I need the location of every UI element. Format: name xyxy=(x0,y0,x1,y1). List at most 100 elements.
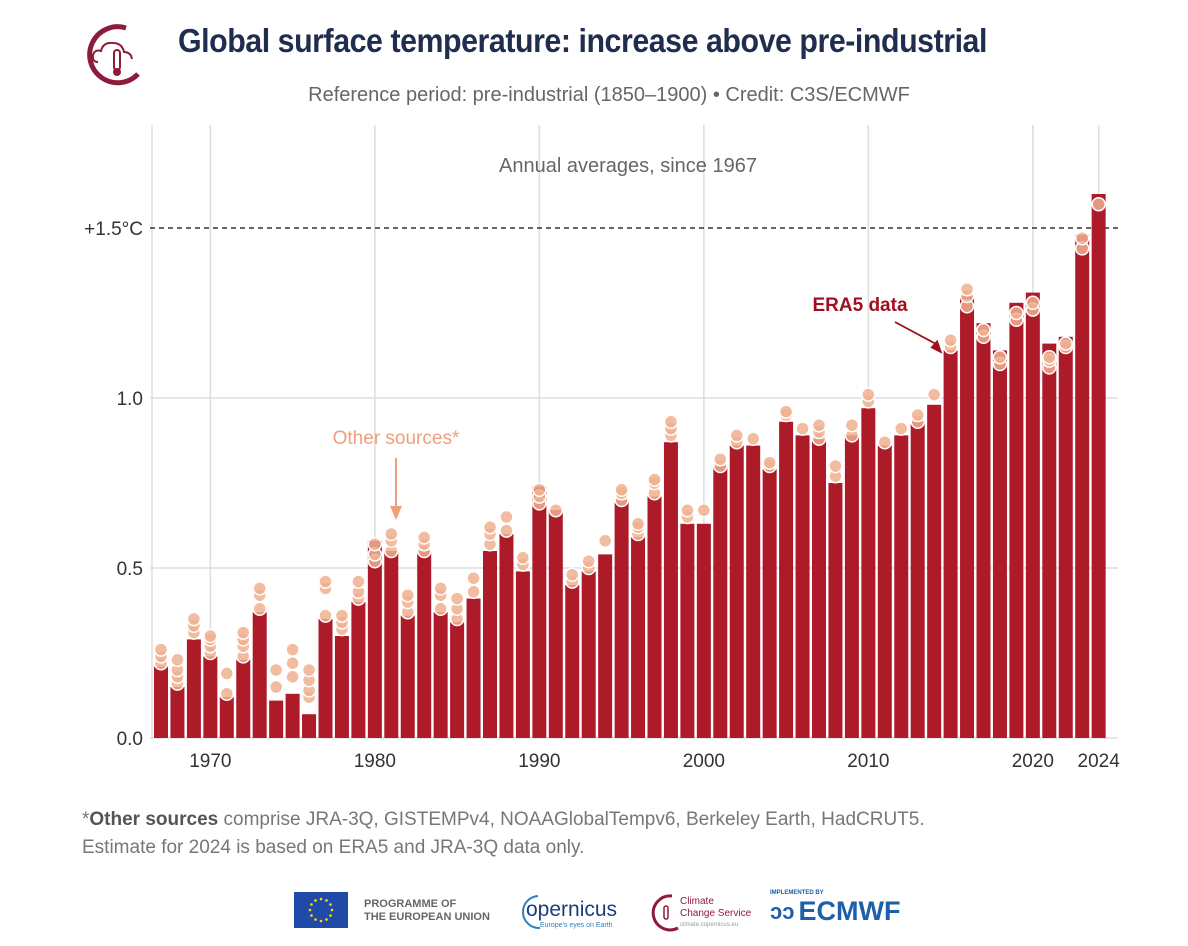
era5-bar-2006 xyxy=(795,435,810,738)
ecmwf-waves-icon: ↄↄ xyxy=(770,898,795,924)
other-sources-arrowhead-icon xyxy=(390,506,402,520)
eu-star-icon xyxy=(329,903,332,906)
other-source-dot-1973 xyxy=(252,581,267,596)
eu-star-icon xyxy=(314,899,317,902)
other-source-dot-1978 xyxy=(334,608,350,623)
other-source-dot-2000 xyxy=(696,502,712,518)
other-source-dot-1979 xyxy=(351,574,366,589)
copernicus-tagline: Europe's eyes on Earth xyxy=(540,922,613,929)
other-source-dot-1998 xyxy=(663,414,679,430)
era5-bar-1995 xyxy=(614,500,629,738)
other-source-dot-1967 xyxy=(153,642,169,657)
y-tick-label: 1.0 xyxy=(117,389,143,410)
era5-bar-1985 xyxy=(450,622,465,738)
era5-bar-1992 xyxy=(565,585,580,738)
era5-bar-1994 xyxy=(598,554,613,738)
era5-bar-1974 xyxy=(269,700,284,738)
era5-bar-2015 xyxy=(943,350,958,738)
c3s-url: climate.copernicus.eu xyxy=(680,922,739,928)
footnote: *Other sources comprise JRA-3Q, GISTEMPv… xyxy=(82,806,925,862)
other-source-dot-1984 xyxy=(433,581,448,596)
eu-flag-icon xyxy=(294,892,348,928)
other-source-dot-2003 xyxy=(745,431,761,447)
other-source-dot-2004 xyxy=(762,455,777,470)
other-source-dot-2023 xyxy=(1074,230,1090,246)
era5-bar-1993 xyxy=(581,571,596,738)
era5-bar-1991 xyxy=(548,510,563,738)
era5-bar-1972 xyxy=(236,659,251,738)
other-source-dot-1994 xyxy=(597,533,613,549)
other-source-dot-2013 xyxy=(910,407,925,423)
other-source-dot-1968 xyxy=(170,652,185,668)
era5-bar-1976 xyxy=(302,714,317,738)
other-source-dot-1999 xyxy=(680,502,695,518)
era5-bar-2011 xyxy=(877,445,892,738)
era5-bar-1989 xyxy=(515,571,530,738)
x-tick-label: 1970 xyxy=(189,751,231,772)
other-source-dot-1977 xyxy=(318,608,333,623)
eu-star-icon xyxy=(319,897,323,901)
page-subtitle: Reference period: pre-industrial (1850–1… xyxy=(308,84,910,106)
era5-bar-2004 xyxy=(762,469,777,738)
c3s-line2: Change Service xyxy=(680,908,752,919)
other-source-dot-2007 xyxy=(811,417,827,433)
era5-bar-2020 xyxy=(1025,292,1040,738)
ecmwf-wordmark: ECMWF xyxy=(798,896,901,926)
era5-bar-2001 xyxy=(713,466,728,738)
c3s-footer-logo: Climate Change Service climate.copernicus… xyxy=(648,892,758,934)
eu-star-icon xyxy=(308,908,312,912)
era5-bar-2022 xyxy=(1058,336,1073,738)
other-source-dot-2024 xyxy=(1091,196,1106,212)
other-source-dot-2006 xyxy=(795,421,810,436)
era5-bar-1984 xyxy=(433,612,448,738)
era5-bar-2012 xyxy=(894,435,909,738)
era5-bar-1990 xyxy=(532,486,547,738)
eu-star-icon xyxy=(310,903,313,906)
era5-bar-2010 xyxy=(861,408,876,738)
ecmwf-logo: IMPLEMENTED BY ↄↄ ECMWF xyxy=(770,890,900,927)
era5-bar-2023 xyxy=(1075,234,1090,739)
temperature-bar-chart: Annual averages, since 1967 0.0 0.5 1.0 +1.… xyxy=(84,125,1120,772)
other-source-dot-2009 xyxy=(844,417,860,433)
other-source-dot-1991 xyxy=(548,502,564,518)
other-source-dot-1992 xyxy=(565,567,580,583)
other-source-dot-1990 xyxy=(532,482,547,498)
other-source-dot-2021 xyxy=(1042,349,1057,365)
eu-star-icon xyxy=(314,918,317,921)
era5-bar-2007 xyxy=(812,438,826,738)
era5-bar-1999 xyxy=(680,523,695,738)
other-source-dot-1969 xyxy=(186,611,202,627)
era5-bar-2019 xyxy=(1009,302,1024,738)
other-source-dot-1972 xyxy=(236,625,251,640)
era5-bar-1978 xyxy=(334,636,349,738)
other-source-dot-1975 xyxy=(285,642,300,657)
implemented-by: IMPLEMENTED BY xyxy=(770,890,824,896)
era5-bar-1968 xyxy=(170,687,185,738)
era5-bar-2013 xyxy=(910,421,925,738)
era5-bar-1980 xyxy=(367,540,382,738)
era5-bar-1975 xyxy=(285,693,300,738)
other-source-dot-2010 xyxy=(861,387,876,402)
other-source-dot-2014 xyxy=(926,387,942,402)
footnote-bold: Other sources xyxy=(89,809,219,830)
era5-bar-2016 xyxy=(960,296,975,738)
other-source-dot-1981 xyxy=(384,526,399,542)
other-source-dot-2001 xyxy=(713,451,728,467)
other-source-dot-1976 xyxy=(301,662,317,678)
era5-bar-1998 xyxy=(663,442,678,738)
era5-bar-2017 xyxy=(976,323,991,738)
era5-bar-1982 xyxy=(400,615,415,738)
footnote-line2: Estimate for 2024 is based on ERA5 and J… xyxy=(82,837,585,858)
other-source-dot-1996 xyxy=(630,516,646,532)
eu-star-icon xyxy=(319,919,323,923)
era5-bar-2005 xyxy=(779,421,794,738)
era5-bar-2018 xyxy=(992,350,1007,738)
other-source-dot-1975 xyxy=(285,669,300,685)
era5-arrow xyxy=(894,321,940,347)
other-source-dot-2005 xyxy=(778,404,794,419)
x-tick-label: 2010 xyxy=(847,751,889,772)
other-source-dot-1984 xyxy=(433,601,448,617)
copernicus-logo: opernicus Europe's eyes on Earth xyxy=(514,892,624,932)
other-source-dot-1988 xyxy=(499,509,514,525)
era5-bar-2009 xyxy=(844,435,859,738)
